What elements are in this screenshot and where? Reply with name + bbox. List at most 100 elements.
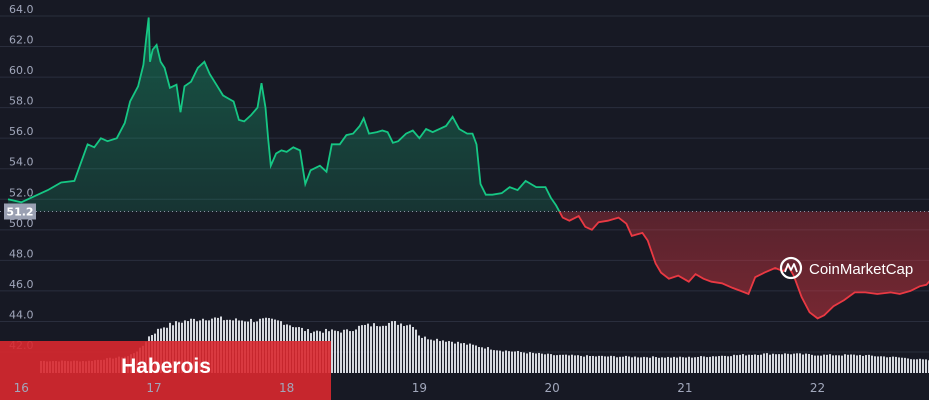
- price-area: [8, 17, 929, 319]
- volume-bar: [556, 355, 558, 373]
- volume-bar: [742, 354, 744, 373]
- volume-bar: [715, 356, 717, 373]
- volume-bar: [358, 325, 360, 373]
- volume-bar: [577, 355, 579, 373]
- volume-bar: [889, 357, 891, 373]
- volume-bar: [649, 357, 651, 373]
- volume-bar: [826, 354, 828, 373]
- volume-bar: [586, 355, 588, 373]
- y-tick-label: 58.0: [9, 95, 34, 108]
- volume-bar: [463, 342, 465, 373]
- volume-bar: [646, 357, 648, 373]
- volume-bar: [904, 357, 906, 373]
- y-tick-label: 48.0: [9, 247, 34, 260]
- volume-bar: [619, 356, 621, 373]
- y-tick-label: 64.0: [9, 3, 34, 16]
- volume-bar: [892, 356, 894, 373]
- volume-bar: [640, 357, 642, 373]
- volume-bar: [652, 356, 654, 373]
- volume-bar: [817, 355, 819, 373]
- volume-bar: [520, 352, 522, 373]
- y-tick-label: 46.0: [9, 278, 34, 291]
- volume-bar: [475, 345, 477, 373]
- volume-bar: [457, 341, 459, 373]
- volume-bar: [769, 354, 771, 373]
- x-tick-label: 22: [810, 381, 825, 395]
- volume-bar: [547, 353, 549, 373]
- volume-bar: [808, 354, 810, 373]
- volume-bar: [535, 353, 537, 373]
- volume-bar: [391, 321, 393, 373]
- volume-bar: [763, 353, 765, 373]
- volume-bar: [787, 353, 789, 373]
- line-below-reference: [558, 211, 929, 320]
- volume-bar: [694, 357, 696, 373]
- volume-bar: [685, 357, 687, 373]
- volume-bar: [706, 357, 708, 373]
- area-below-reference: [8, 211, 929, 319]
- volume-bar: [907, 358, 909, 373]
- volume-bar: [580, 355, 582, 373]
- volume-bar: [730, 356, 732, 373]
- volume-bar: [841, 355, 843, 373]
- volume-bar: [376, 326, 378, 373]
- volume-bar: [490, 349, 492, 373]
- volume-bar: [820, 355, 822, 373]
- volume-bar: [601, 355, 603, 373]
- volume-bar: [517, 350, 519, 373]
- volume-bar: [613, 356, 615, 373]
- volume-bar: [532, 352, 534, 373]
- volume-bar: [796, 353, 798, 373]
- volume-bar: [673, 356, 675, 373]
- volume-bar: [718, 356, 720, 373]
- volume-bar: [724, 355, 726, 373]
- volume-bar: [421, 337, 423, 373]
- volume-bar: [496, 350, 498, 373]
- volume-bar: [592, 355, 594, 373]
- banner-text: Haberois: [121, 355, 211, 378]
- volume-bar: [583, 356, 585, 373]
- volume-bar: [403, 326, 405, 373]
- volume-bar: [751, 354, 753, 373]
- volume-bar: [862, 355, 864, 373]
- price-line: [7, 17, 929, 320]
- volume-bar: [886, 357, 888, 373]
- volume-bar: [454, 343, 456, 373]
- volume-bar: [412, 327, 414, 373]
- volume-bar: [409, 324, 411, 373]
- volume-bar: [679, 356, 681, 373]
- volume-bar: [355, 329, 357, 373]
- volume-bar: [367, 323, 369, 373]
- volume-bar: [760, 354, 762, 373]
- x-tick-label: 21: [677, 381, 692, 395]
- y-tick-label: 62.0: [9, 34, 34, 47]
- volume-bar: [772, 353, 774, 373]
- y-tick-label: 50.0: [9, 217, 34, 230]
- volume-bar: [670, 357, 672, 373]
- volume-bar: [436, 338, 438, 373]
- volume-bar: [538, 352, 540, 373]
- volume-bar: [832, 355, 834, 373]
- volume-bar: [844, 354, 846, 373]
- volume-bar: [883, 356, 885, 373]
- volume-bar: [664, 357, 666, 373]
- line-above-reference: [7, 17, 561, 212]
- volume-bar: [508, 351, 510, 373]
- volume-bar: [568, 355, 570, 373]
- area-above-reference: [8, 17, 560, 212]
- volume-bar: [853, 354, 855, 373]
- y-tick-label: 52.0: [9, 186, 34, 199]
- volume-bar: [379, 326, 381, 373]
- volume-bar: [625, 355, 627, 373]
- volume-bar: [502, 351, 504, 373]
- volume-bar: [373, 323, 375, 373]
- volume-bar: [544, 354, 546, 373]
- volume-bar: [505, 350, 507, 373]
- volume-bar: [595, 356, 597, 373]
- x-tick-label: 18: [279, 381, 294, 395]
- volume-bar: [415, 329, 417, 373]
- volume-bar: [880, 356, 882, 373]
- y-tick-label: 60.0: [9, 64, 34, 77]
- volume-bar: [919, 358, 921, 373]
